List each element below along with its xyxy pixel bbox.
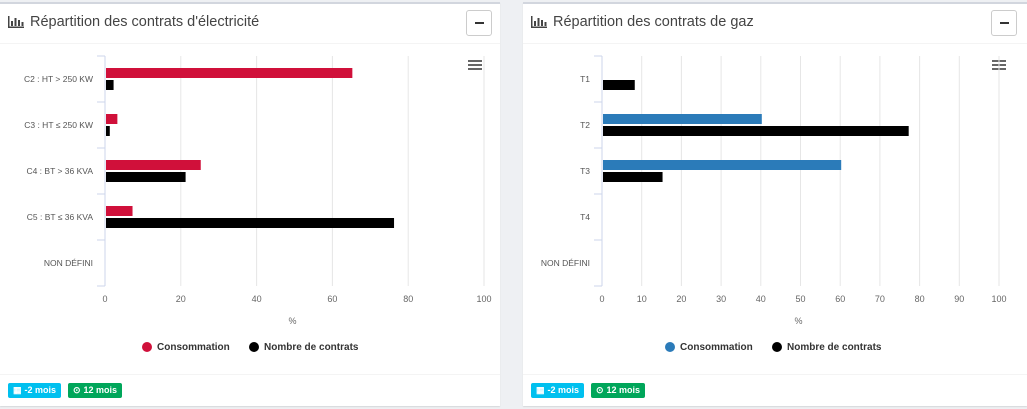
period-badge: ▦ -2 mois (8, 383, 62, 398)
x-tick-label: 70 (875, 294, 885, 304)
legend-label: Consommation (157, 342, 230, 353)
period-badge: ▦ -2 mois (531, 383, 585, 398)
category-label: T4 (580, 212, 590, 222)
bar (603, 172, 663, 182)
legend-marker (772, 342, 782, 352)
duration-badge: ⊙ 12 mois (68, 383, 123, 398)
x-axis-label: % (288, 316, 296, 326)
bar (106, 160, 201, 170)
legend-marker (665, 342, 675, 352)
bar (106, 68, 353, 78)
x-tick-label: 20 (676, 294, 686, 304)
category-label: NON DÉFINI (541, 258, 590, 268)
x-tick-label: 0 (102, 294, 107, 304)
category-label: T3 (580, 166, 590, 176)
category-label: C4 : BT > 36 KVA (26, 166, 93, 176)
category-label: NON DÉFINI (44, 258, 93, 268)
electricity-chart: 0 20 40 60 80 100 C2 : HT > 250 KW C3 : HT ≤ 25… (24, 55, 492, 353)
category-label: T2 (580, 120, 590, 130)
x-tick-label: 100 (476, 294, 491, 304)
gas-panel: Répartition des contrats de gaz 0 10 20 30 4… (523, 2, 1027, 406)
x-tick-label: 100 (991, 294, 1006, 304)
electricity-panel: Répartition des contrats d'électricité 0… (0, 2, 500, 406)
panel-header: Répartition des contrats d'électricité (0, 4, 500, 44)
category-label: C3 : HT ≤ 250 KW (24, 120, 93, 130)
x-tick-label: 60 (835, 294, 845, 304)
x-tick-label: 10 (637, 294, 647, 304)
category-label: C2 : HT > 250 KW (24, 74, 93, 84)
panel-title: Répartition des contrats d'électricité (30, 14, 260, 30)
legend-label: Nombre de contrats (264, 342, 359, 353)
x-tick-label: 60 (327, 294, 337, 304)
x-tick-label: 50 (795, 294, 805, 304)
legend-label: Nombre de contrats (787, 342, 882, 353)
legend-marker (142, 342, 152, 352)
x-tick-label: 20 (176, 294, 186, 304)
panel-footer: ▦ -2 mois ⊙ 12 mois (0, 374, 500, 406)
bar (603, 80, 635, 90)
collapse-button[interactable] (991, 10, 1017, 36)
collapse-button[interactable] (466, 10, 492, 36)
legend-marker (249, 342, 259, 352)
bar (106, 206, 133, 216)
duration-badge: ⊙ 12 mois (591, 383, 646, 398)
x-tick-label: 80 (403, 294, 413, 304)
bar (106, 172, 186, 182)
category-label: C5 : BT ≤ 36 KVA (27, 212, 94, 222)
bar (106, 80, 114, 90)
bar-chart-icon (531, 16, 547, 28)
minus-icon (475, 22, 484, 24)
hamburger-icon[interactable] (468, 60, 482, 72)
x-tick-label: 40 (756, 294, 766, 304)
gas-chart: 0 10 20 30 40 50 60 70 80 90 100 T1 T2 T3 T4 NON DÉFINI… (541, 55, 1007, 353)
x-tick-label: 40 (252, 294, 262, 304)
bar (603, 126, 909, 136)
calendar-icon: ▦ (536, 385, 545, 395)
clock-icon: ⊙ (596, 385, 604, 395)
x-axis-label: % (794, 316, 802, 326)
bar (106, 114, 118, 124)
legend-label: Consommation (680, 342, 753, 353)
bar-chart-icon (8, 16, 24, 28)
panel-title: Répartition des contrats de gaz (553, 14, 754, 30)
x-tick-label: 30 (716, 294, 726, 304)
bar (603, 160, 842, 170)
category-label: T1 (580, 74, 590, 84)
x-tick-label: 80 (915, 294, 925, 304)
panel-footer: ▦ -2 mois ⊙ 12 mois (523, 374, 1027, 406)
bar (106, 218, 395, 228)
x-tick-label: 90 (954, 294, 964, 304)
bar (603, 114, 762, 124)
bar (106, 126, 110, 136)
x-tick-label: 0 (599, 294, 604, 304)
panel-header: Répartition des contrats de gaz (523, 4, 1027, 44)
calendar-icon: ▦ (13, 385, 22, 395)
clock-icon: ⊙ (73, 385, 81, 395)
minus-icon (1000, 22, 1009, 24)
